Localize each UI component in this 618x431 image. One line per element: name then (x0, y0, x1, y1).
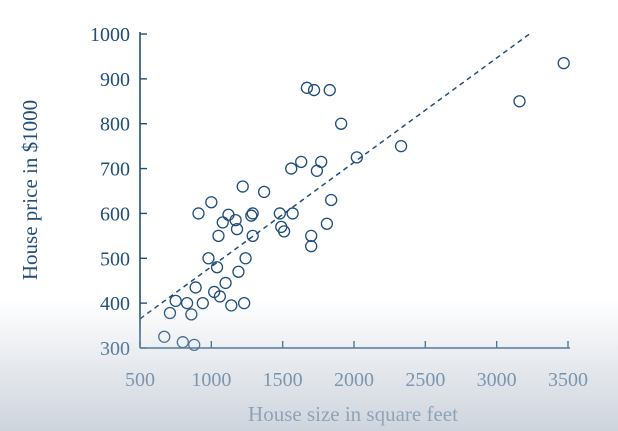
data-point (315, 155, 328, 168)
y-tick-label: 400 (100, 293, 130, 315)
data-point (286, 207, 299, 220)
data-point (394, 139, 408, 153)
regression-line (139, 33, 530, 320)
data-point (176, 336, 189, 349)
data-point (192, 207, 205, 220)
x-tick-label: 1000 (191, 369, 231, 391)
y-tick-label: 500 (100, 248, 130, 270)
data-point (246, 229, 259, 243)
axes: 300 400 500 600 700 800 900 1000 500 1000 1500 2000… (90, 24, 588, 391)
y-tick-label: 1000 (90, 24, 130, 46)
data-point (513, 95, 526, 108)
data-points (158, 57, 570, 352)
data-point (212, 229, 225, 243)
data-point (273, 207, 286, 220)
x-tick-label: 500 (125, 369, 155, 391)
data-point (305, 240, 318, 253)
data-point (307, 83, 321, 97)
data-point (205, 196, 218, 209)
data-point (185, 308, 198, 321)
data-point (295, 155, 308, 168)
data-point (210, 261, 224, 274)
data-point (237, 296, 251, 310)
data-point (245, 209, 258, 222)
data-point (180, 296, 194, 310)
data-point (300, 81, 314, 94)
x-axis-label: House size in square feet (248, 402, 458, 426)
fit-line-group (139, 33, 530, 320)
data-point (196, 296, 209, 310)
data-point (158, 330, 171, 343)
data-point (305, 229, 318, 243)
y-tick-label: 600 (100, 203, 130, 225)
data-point (229, 214, 242, 227)
data-point (557, 57, 570, 70)
data-point (246, 207, 259, 220)
data-point (202, 252, 215, 265)
y-tick-label: 900 (100, 69, 130, 91)
data-point (219, 276, 232, 290)
x-tick-label: 2500 (405, 369, 445, 391)
y-tick-label: 700 (100, 159, 130, 181)
data-point (277, 225, 291, 238)
data-point (323, 83, 336, 97)
data-point (163, 306, 177, 320)
data-point (225, 299, 238, 312)
data-point (350, 151, 364, 164)
x-tick-label: 3000 (477, 369, 517, 391)
data-point (236, 180, 249, 193)
data-point (320, 217, 334, 230)
data-point (189, 281, 202, 294)
data-point (285, 162, 298, 175)
y-tick-label: 800 (100, 114, 130, 136)
x-tick-label: 1500 (263, 369, 303, 391)
data-point (335, 117, 348, 130)
x-tick-label: 2000 (334, 369, 374, 391)
data-point (257, 185, 271, 199)
data-point (230, 222, 244, 236)
y-axis-label: House price in $1000 (18, 100, 42, 280)
y-tick-label: 300 (100, 338, 130, 360)
data-point (216, 216, 229, 229)
data-point (325, 193, 338, 207)
x-tick-label: 3500 (548, 369, 588, 391)
data-point (169, 294, 182, 308)
data-point (232, 265, 245, 278)
data-point (239, 252, 252, 265)
data-point (222, 208, 235, 221)
